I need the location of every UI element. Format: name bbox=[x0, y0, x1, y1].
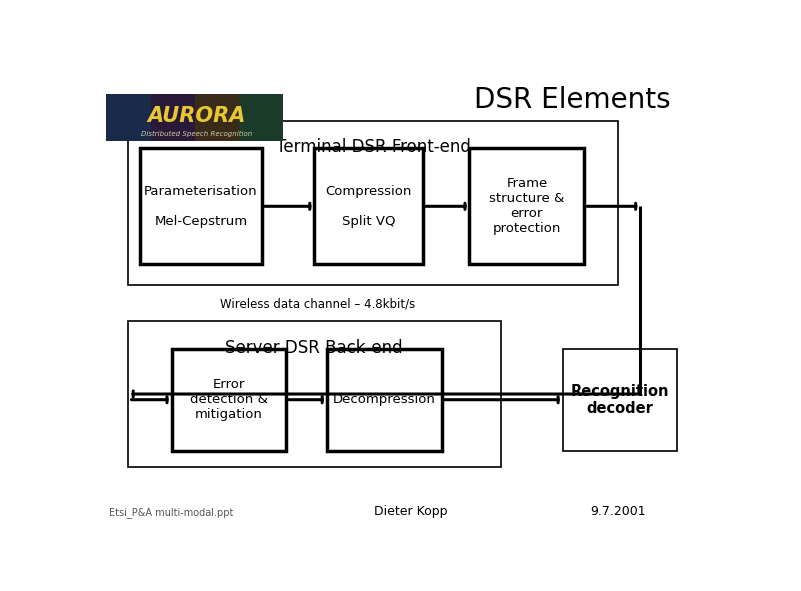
Text: Recognition
decoder: Recognition decoder bbox=[571, 384, 670, 416]
Text: Error
detection &
mitigation: Error detection & mitigation bbox=[190, 378, 268, 421]
Text: AURORA: AURORA bbox=[147, 106, 246, 126]
Bar bbox=[171, 349, 287, 451]
Bar bbox=[562, 349, 678, 451]
Text: Etsi_P&A multi-modal.ppt: Etsi_P&A multi-modal.ppt bbox=[110, 507, 234, 518]
Bar bbox=[151, 93, 195, 141]
Bar bbox=[314, 148, 423, 264]
Text: Dieter Kopp: Dieter Kopp bbox=[374, 505, 447, 518]
Text: Compression

Split VQ: Compression Split VQ bbox=[325, 185, 412, 228]
Bar bbox=[128, 321, 501, 467]
Bar bbox=[195, 93, 239, 141]
Bar bbox=[107, 93, 151, 141]
Text: DSR Elements: DSR Elements bbox=[473, 86, 670, 115]
Text: Terminal DSR Front-end: Terminal DSR Front-end bbox=[276, 138, 471, 156]
Text: Parameterisation

Mel-Cepstrum: Parameterisation Mel-Cepstrum bbox=[144, 185, 258, 228]
Bar bbox=[128, 121, 618, 285]
Text: 9.7.2001: 9.7.2001 bbox=[590, 505, 646, 518]
Text: Distributed Speech Recognition: Distributed Speech Recognition bbox=[141, 131, 252, 137]
Bar bbox=[140, 148, 261, 264]
Text: Frame
structure &
error
protection: Frame structure & error protection bbox=[489, 177, 565, 235]
Bar bbox=[107, 93, 284, 141]
Text: Wireless data channel – 4.8kbit/s: Wireless data channel – 4.8kbit/s bbox=[219, 298, 415, 311]
Bar bbox=[469, 148, 584, 264]
Text: Decompression: Decompression bbox=[332, 393, 436, 406]
Bar bbox=[239, 93, 284, 141]
Text: Server DSR Back-end: Server DSR Back-end bbox=[225, 339, 403, 356]
Bar bbox=[327, 349, 441, 451]
